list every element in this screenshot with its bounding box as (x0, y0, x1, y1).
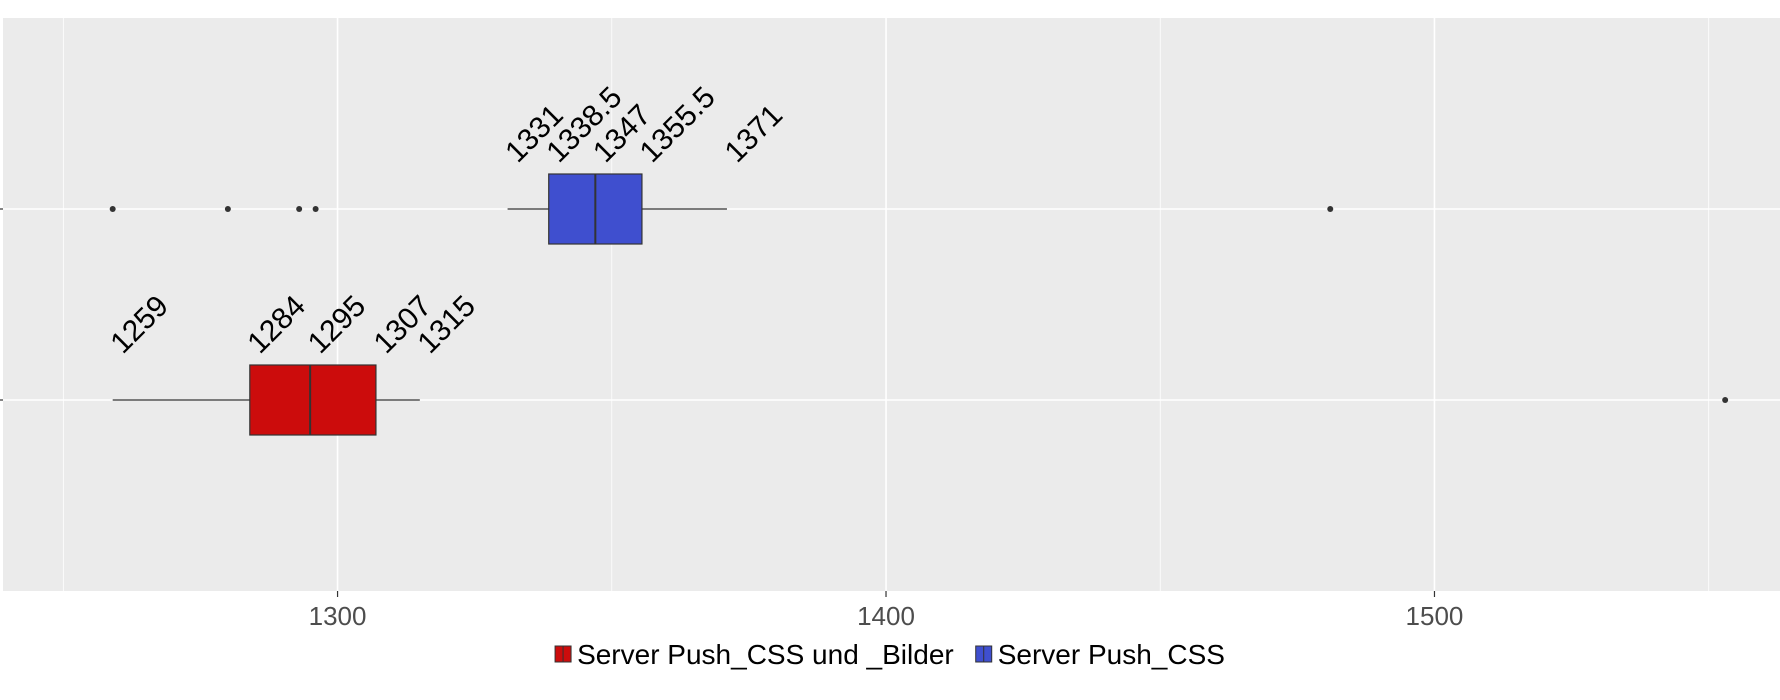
legend-label: Server Push_CSS (998, 639, 1225, 670)
outlier-point (224, 206, 231, 212)
grid-major (3, 18, 1780, 591)
x-tick-label: 1500 (1406, 601, 1464, 631)
legend: Server Push_CSS und _Bilder Server Push_C… (554, 639, 1225, 670)
grid-minor (62, 18, 1710, 591)
outlier-point (296, 206, 303, 212)
outlier-point (1722, 397, 1729, 403)
outlier-point (1327, 206, 1334, 212)
x-tick-label: 1400 (857, 601, 915, 631)
y-axis-ticks (0, 208, 3, 401)
outlier-point (312, 206, 319, 212)
legend-label: Server Push_CSS und _Bilder (577, 639, 954, 670)
box-iqr (249, 364, 377, 436)
outlier-point (109, 206, 116, 212)
x-tick-label: 1300 (309, 601, 367, 631)
plot-panel (3, 18, 1780, 591)
x-axis: 1300 1400 1500 (309, 591, 1464, 631)
